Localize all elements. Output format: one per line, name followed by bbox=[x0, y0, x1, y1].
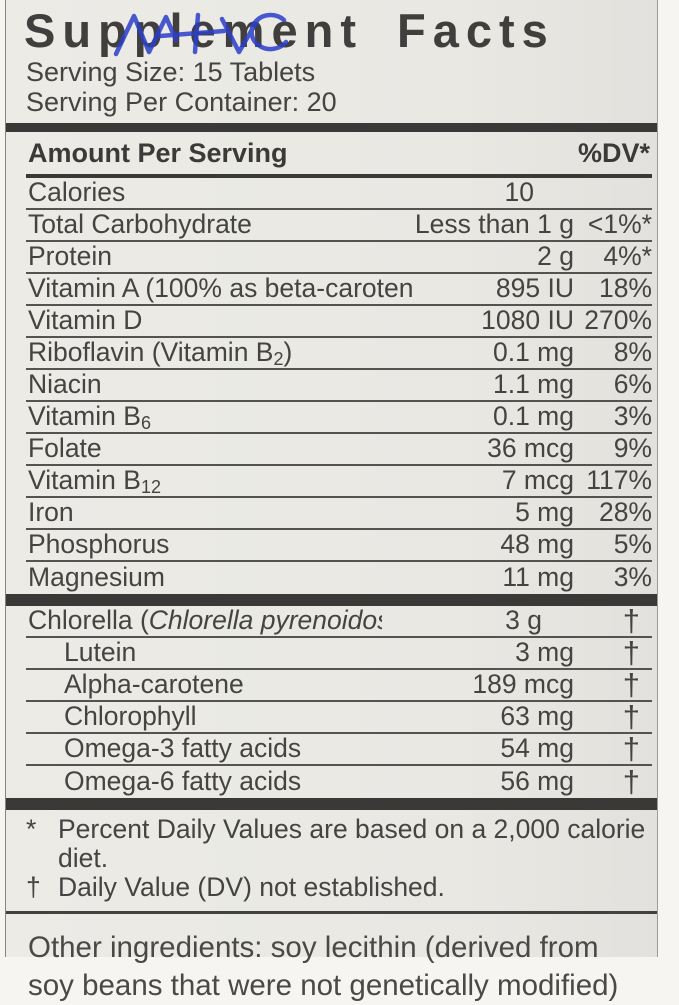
table-row: Vitamin B6 0.1 mg 3% bbox=[26, 401, 652, 434]
nutrient-amount: 11 mg bbox=[502, 562, 574, 593]
nutrient-table: Calories 10 Total Carbohydrate Less than… bbox=[26, 177, 652, 594]
divider-bar-thick bbox=[6, 797, 657, 810]
nutrient-dv: 8% bbox=[613, 337, 652, 368]
nutrient-dv: 9% bbox=[613, 433, 652, 464]
dagger-marker: † bbox=[26, 871, 41, 902]
botanical-table: Chlorella (Chlorella pyrenoidosa) (pulve… bbox=[26, 602, 652, 798]
table-row: Omega-3 fatty acids 54 mg † bbox=[26, 730, 652, 766]
asterisk-marker: * bbox=[26, 813, 37, 844]
nutrient-label: Vitamin A (100% as beta-carotene) bbox=[28, 273, 414, 304]
nutrient-amount: 0.1 mg bbox=[492, 337, 574, 368]
section-divider-line bbox=[6, 910, 657, 914]
label-panel: Supplement Facts Serving Size: 15 Tablet… bbox=[5, 0, 658, 1002]
dagger-symbol: † bbox=[622, 666, 640, 702]
table-row: Phosphorus 48 mg 5% bbox=[26, 529, 652, 562]
ingredient-label: Lutein bbox=[64, 637, 137, 668]
nutrient-label: Iron bbox=[28, 497, 74, 528]
nutrient-dv: 3% bbox=[613, 562, 652, 593]
servings-per-container: Serving Per Container: 20 bbox=[26, 86, 337, 117]
nutrient-amount: 10 bbox=[504, 177, 534, 208]
nutrient-dv: 28% bbox=[598, 497, 652, 528]
divider-bar-thick bbox=[6, 593, 657, 606]
dagger-symbol: † bbox=[622, 634, 640, 670]
footnote-text: Daily Value (DV) not established. bbox=[58, 871, 445, 902]
nutrient-label: Niacin bbox=[28, 369, 102, 400]
table-row: Riboflavin (Vitamin B2) 0.1 mg 8% bbox=[26, 337, 652, 370]
divider-bar-thick bbox=[6, 122, 657, 132]
ingredient-amount: 3 mg bbox=[515, 637, 574, 668]
ingredient-amount: 56 mg bbox=[500, 766, 574, 797]
title-text: Supplement Facts bbox=[24, 4, 555, 57]
nutrient-amount: 48 mg bbox=[500, 529, 574, 560]
footnote-dv-not-established: † Daily Value (DV) not established. bbox=[26, 871, 652, 902]
ingredient-amount: 54 mg bbox=[500, 733, 574, 764]
dv-header: %DV* bbox=[577, 137, 650, 168]
table-row: Protein 2 g 4%* bbox=[26, 241, 652, 274]
nutrient-dv: 4%* bbox=[603, 241, 652, 272]
footnote-text: Percent Daily Values are based on a 2,00… bbox=[58, 813, 646, 873]
supplement-facts-label: { "label": { "title": "Supplement Facts"… bbox=[5, 0, 658, 1002]
table-row: Chlorophyll 63 mg † bbox=[26, 698, 652, 734]
nutrient-label: Vitamin B12 bbox=[28, 465, 161, 497]
nutrient-label: Vitamin D bbox=[28, 305, 143, 336]
table-row: Folate 36 mcg 9% bbox=[26, 433, 652, 466]
ingredient-amount: 3 g bbox=[505, 605, 542, 636]
table-row: Magnesium 11 mg 3% bbox=[26, 562, 652, 594]
dagger-symbol: † bbox=[622, 698, 640, 734]
nutrient-amount: 36 mcg bbox=[487, 433, 574, 464]
dagger-symbol: † bbox=[622, 730, 640, 766]
table-row: Chlorella (Chlorella pyrenoidosa) (pulve… bbox=[26, 602, 652, 638]
nutrient-amount: 7 mcg bbox=[501, 465, 574, 496]
nutrient-amount: 1.1 mg bbox=[492, 369, 574, 400]
nutrient-label: Vitamin B6 bbox=[28, 401, 151, 433]
ingredient-label: Omega-6 fatty acids bbox=[64, 766, 302, 797]
table-row: Vitamin D 1080 IU 270% bbox=[26, 305, 652, 338]
nutrient-dv: 3% bbox=[613, 401, 652, 432]
nutrient-dv: 18% bbox=[598, 273, 652, 304]
nutrient-dv: 117% bbox=[586, 465, 652, 496]
table-row: Calories 10 bbox=[26, 177, 652, 210]
ingredient-label: Chlorella (Chlorella pyrenoidosa) (pulve… bbox=[28, 605, 382, 636]
nutrient-label: Folate bbox=[28, 433, 102, 464]
footnote-daily-values: * Percent Daily Values are based on a 2,… bbox=[26, 813, 652, 873]
table-row: Iron 5 mg 28% bbox=[26, 497, 652, 530]
table-row: Niacin 1.1 mg 6% bbox=[26, 369, 652, 402]
table-row: Total Carbohydrate Less than 1 g <1%* bbox=[26, 209, 652, 242]
ingredient-label: Omega-3 fatty acids bbox=[64, 733, 302, 764]
nutrient-label: Total Carbohydrate bbox=[28, 209, 252, 240]
nutrient-amount: 1080 IU bbox=[481, 305, 574, 336]
table-row: Alpha-carotene 189 mcg † bbox=[26, 666, 652, 702]
ingredient-label: Chlorophyll bbox=[64, 701, 197, 732]
page-title: Supplement Facts bbox=[24, 4, 651, 57]
nutrient-amount: Less than 1 g bbox=[414, 209, 574, 240]
nutrient-amount: 0.1 mg bbox=[492, 401, 574, 432]
table-row: Vitamin B12 7 mcg 117% bbox=[26, 465, 652, 498]
nutrient-label: Protein bbox=[28, 241, 112, 272]
nutrient-dv: 6% bbox=[613, 369, 652, 400]
nutrient-amount: 5 mg bbox=[515, 497, 574, 528]
nutrient-amount: 895 IU bbox=[495, 273, 574, 304]
nutrient-amount: 2 g bbox=[537, 241, 574, 272]
ingredient-label: Alpha-carotene bbox=[64, 669, 244, 700]
table-header: Amount Per Serving %DV* bbox=[26, 132, 652, 178]
other-ingredients: Other ingredients: soy lecithin (derived… bbox=[28, 930, 619, 1002]
amount-per-serving-header: Amount Per Serving bbox=[28, 137, 288, 168]
nutrient-label: Riboflavin (Vitamin B2) bbox=[28, 337, 293, 369]
nutrient-label: Magnesium bbox=[28, 562, 165, 593]
footnotes: * Percent Daily Values are based on a 2,… bbox=[26, 813, 652, 902]
nutrient-dv: 5% bbox=[613, 529, 652, 560]
nutrient-label: Phosphorus bbox=[28, 529, 170, 560]
ingredient-amount: 189 mcg bbox=[472, 669, 574, 700]
nutrient-label: Calories bbox=[28, 177, 126, 208]
serving-size: Serving Size: 15 Tablets bbox=[26, 56, 316, 87]
table-row: Vitamin A (100% as beta-carotene) 895 IU… bbox=[26, 273, 652, 306]
nutrient-dv: <1%* bbox=[587, 209, 652, 240]
ingredient-amount: 63 mg bbox=[500, 701, 574, 732]
table-row: Omega-6 fatty acids 56 mg † bbox=[26, 766, 652, 798]
table-row: Lutein 3 mg † bbox=[26, 634, 652, 670]
dagger-symbol: † bbox=[622, 763, 640, 799]
dagger-symbol: † bbox=[622, 602, 640, 638]
nutrient-dv: 270% bbox=[584, 305, 652, 336]
